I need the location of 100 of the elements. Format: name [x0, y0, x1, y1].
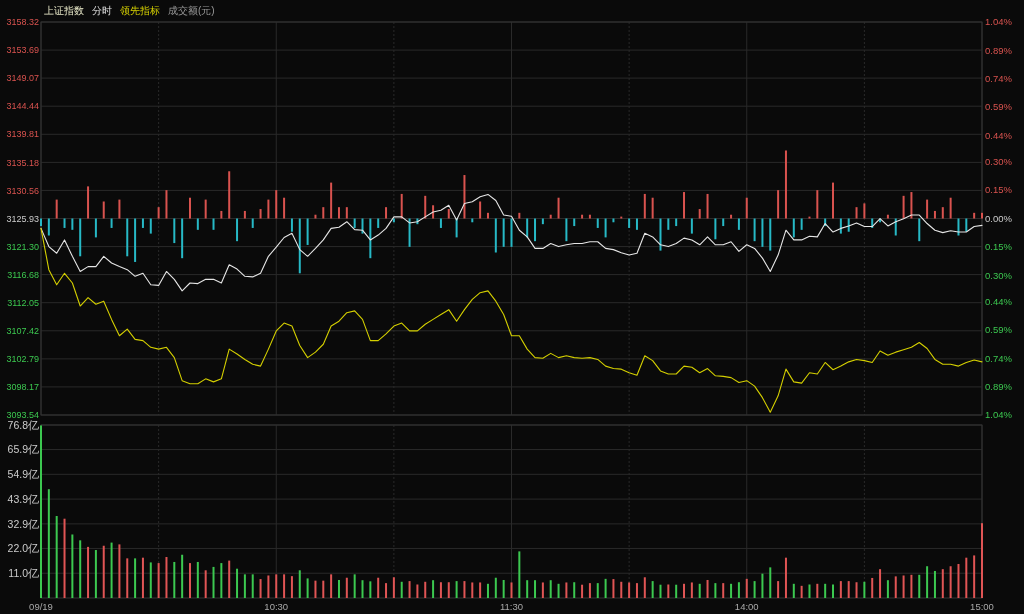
- bar: [879, 569, 882, 598]
- x-tick-label: 11:30: [499, 601, 524, 612]
- bar: [157, 563, 160, 598]
- bar: [181, 218, 184, 259]
- y-tick-label: 3125.93: [6, 213, 39, 224]
- bar: [777, 190, 780, 219]
- bar: [526, 580, 529, 598]
- y2-tick-label: 0.74%: [985, 352, 1013, 364]
- bar: [447, 582, 450, 598]
- bar: [635, 583, 638, 598]
- bar: [714, 583, 717, 598]
- bar: [784, 557, 787, 598]
- bar: [557, 583, 560, 598]
- y-tick-label: 3116.68: [7, 269, 39, 280]
- bar: [832, 182, 835, 219]
- bar: [706, 193, 709, 219]
- bar: [863, 581, 866, 598]
- bar: [275, 574, 278, 598]
- y2-tick-label: 0.59%: [985, 324, 1013, 336]
- bar: [400, 193, 403, 219]
- bar: [283, 574, 286, 598]
- bar: [134, 558, 137, 598]
- bar: [463, 581, 466, 598]
- bar: [588, 214, 591, 219]
- y2-tick-label: 0.15%: [985, 241, 1013, 253]
- bar: [47, 218, 50, 236]
- bar: [808, 584, 811, 598]
- bar: [926, 566, 929, 598]
- y-tick-label: 3098.17: [6, 382, 39, 393]
- y2-tick-label: 0.74%: [985, 73, 1013, 85]
- bar: [839, 218, 842, 234]
- bar: [910, 574, 913, 598]
- bar: [573, 218, 576, 227]
- bar: [118, 544, 121, 598]
- bar: [479, 201, 482, 219]
- bar: [369, 218, 372, 259]
- bar: [275, 190, 278, 219]
- bar: [283, 197, 286, 219]
- bar: [651, 581, 654, 598]
- y-tick-label: 11.0亿: [8, 566, 39, 579]
- bar: [110, 542, 113, 598]
- bar: [792, 583, 795, 598]
- bar: [957, 563, 960, 598]
- bar: [337, 207, 340, 219]
- bar: [322, 580, 325, 598]
- bar: [588, 583, 591, 598]
- bar: [157, 207, 160, 219]
- y2-tick-label: 0.30%: [985, 269, 1013, 281]
- bar: [871, 577, 874, 598]
- bar: [424, 195, 427, 219]
- bar: [188, 197, 191, 219]
- bar: [267, 575, 270, 598]
- bar: [886, 580, 889, 598]
- bar: [243, 574, 246, 598]
- bar: [737, 218, 740, 230]
- bar: [47, 489, 50, 598]
- bar: [471, 582, 474, 598]
- bar: [698, 583, 701, 598]
- y-tick-label: 3112.05: [7, 297, 39, 308]
- y-tick-label: 3093.54: [6, 410, 39, 421]
- bar: [863, 203, 866, 219]
- bar: [439, 582, 442, 598]
- x-tick-label: 10:30: [264, 601, 289, 612]
- bar: [463, 175, 466, 219]
- text: 成交额(元): [168, 5, 215, 16]
- y-tick-label: 76.8亿: [7, 418, 39, 431]
- bar: [494, 577, 497, 598]
- bar: [549, 580, 552, 598]
- bar: [839, 581, 842, 598]
- bar: [714, 218, 717, 240]
- bar: [510, 582, 513, 598]
- bar: [118, 199, 121, 219]
- bar: [55, 516, 58, 598]
- bar: [737, 582, 740, 598]
- bar: [643, 577, 646, 598]
- bar: [800, 585, 803, 598]
- bar: [534, 218, 537, 242]
- y2-tick-label: 0.89%: [985, 380, 1013, 392]
- bar: [79, 218, 82, 257]
- bar: [220, 563, 223, 598]
- bar: [612, 579, 615, 598]
- bar: [855, 582, 858, 598]
- y-tick-label: 43.9亿: [7, 492, 39, 505]
- bar: [745, 197, 748, 219]
- bar: [361, 218, 364, 234]
- bar: [408, 218, 411, 247]
- bar: [87, 546, 90, 598]
- bar: [683, 192, 686, 219]
- bar: [667, 218, 670, 230]
- bar: [165, 190, 168, 219]
- bar: [330, 182, 333, 219]
- bar: [730, 214, 733, 219]
- bar: [212, 218, 215, 230]
- bar: [102, 201, 105, 219]
- bar: [385, 583, 388, 598]
- bar: [981, 523, 983, 598]
- bar: [432, 580, 435, 598]
- bar: [149, 562, 152, 598]
- x-tick-label: 14:00: [734, 601, 759, 612]
- bar: [761, 218, 764, 247]
